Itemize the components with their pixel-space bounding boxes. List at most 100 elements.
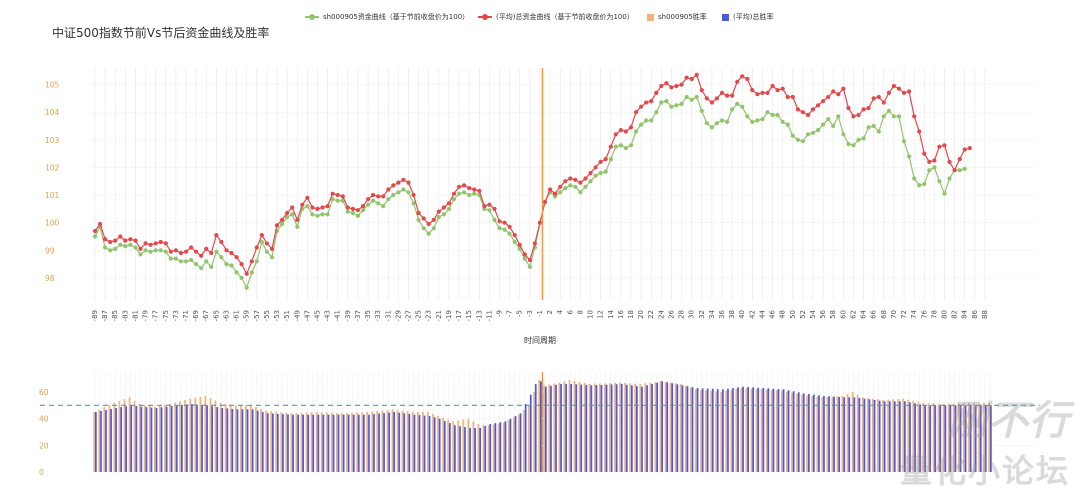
- series-point: [497, 226, 502, 231]
- win-rate-bar-average: [969, 405, 972, 472]
- series-point: [467, 186, 472, 191]
- win-rate-bar-average: [363, 414, 365, 472]
- win-rate-bar-index: [978, 402, 980, 472]
- win-rate-bar-index: [968, 402, 970, 472]
- win-rate-bar-average: [191, 404, 193, 472]
- win-rate-bar-average: [499, 422, 502, 472]
- series-point: [719, 90, 725, 95]
- win-rate-bar-average: [863, 398, 866, 472]
- win-rate-bar-index: [497, 423, 500, 472]
- series-point: [826, 94, 831, 100]
- win-rate-bar-average: [221, 408, 224, 472]
- win-rate-bar-index: [487, 425, 490, 472]
- legend-item-1[interactable]: sh000905资金曲线（基于节前收盘价为100）: [305, 10, 469, 24]
- win-rate-bar-index: [128, 397, 131, 472]
- win-rate-bar-index: [604, 383, 606, 472]
- series-point: [760, 90, 765, 95]
- win-rate-bar-index: [98, 409, 101, 472]
- x-tick-label: 32: [698, 310, 706, 319]
- series-point: [264, 249, 269, 254]
- series-point: [740, 104, 745, 109]
- win-rate-bar-index: [866, 398, 869, 472]
- series-point: [366, 202, 371, 207]
- series-point: [300, 202, 305, 207]
- legend-label: (平均)总资金曲线（基于节前收盘价为100）: [496, 13, 634, 21]
- win-rate-bar-index: [482, 424, 485, 472]
- x-axis-label: 时间周期: [524, 335, 556, 345]
- legend-item-2[interactable]: (平均)总资金曲线（基于节前收盘价为100）: [478, 10, 634, 24]
- win-rate-bar-index: [775, 390, 778, 472]
- win-rate-bar-average: [443, 420, 446, 472]
- win-rate-bar-average: [742, 386, 744, 472]
- win-rate-bar-index: [684, 385, 687, 472]
- win-rate-bar-index: [179, 401, 181, 472]
- series-point: [891, 114, 897, 119]
- win-rate-bar-index: [113, 402, 116, 472]
- series-point: [608, 144, 613, 149]
- win-rate-bar-index: [791, 392, 793, 472]
- x-tick-label: 16: [617, 309, 625, 318]
- series-point: [593, 165, 598, 170]
- win-rate-bar-index: [492, 424, 495, 472]
- x-tick-label: -53: [273, 310, 281, 321]
- series-point: [436, 209, 441, 214]
- series-point: [967, 146, 972, 151]
- series-point: [714, 121, 720, 126]
- win-rate-bar-average: [949, 405, 952, 472]
- series-point: [588, 170, 593, 176]
- win-rate-bar-index: [406, 411, 409, 472]
- x-tick-label: 52: [799, 310, 807, 319]
- win-rate-bar-average: [651, 384, 653, 472]
- win-rate-bar-average: [752, 387, 755, 472]
- x-tick-label: -41: [334, 310, 342, 321]
- win-rate-bar-index: [174, 402, 176, 472]
- series-point: [108, 239, 113, 245]
- win-rate-bar-index: [346, 413, 348, 472]
- win-rate-bar-index: [416, 412, 419, 472]
- win-rate-bar-index: [93, 412, 96, 472]
- win-rate-bar-average: [625, 384, 628, 472]
- legend-item-4[interactable]: (平均)总胜率: [722, 10, 773, 24]
- series-point: [138, 252, 143, 257]
- win-rate-bar-index: [877, 399, 879, 472]
- win-rate-bar-index: [513, 417, 515, 472]
- series-point: [800, 110, 806, 115]
- win-rate-bar-average: [600, 384, 603, 472]
- win-rate-bar-index: [199, 396, 202, 472]
- series-point: [467, 192, 472, 198]
- series-point: [871, 96, 876, 101]
- series-point: [932, 158, 937, 163]
- win-rate-bar-index: [897, 399, 900, 472]
- legend-line-marker-icon: [305, 14, 319, 20]
- win-rate-bar-average: [241, 409, 244, 472]
- series-point: [310, 212, 315, 217]
- win-rate-bar-index: [411, 412, 414, 472]
- x-tick-label: 86: [971, 309, 979, 318]
- win-rate-bar-average: [777, 389, 780, 472]
- win-rate-bar-index: [159, 405, 161, 472]
- series-point: [891, 83, 897, 89]
- win-rate-bar-average: [858, 398, 861, 472]
- win-rate-bar-average: [312, 414, 315, 472]
- win-rate-bar-index: [861, 397, 864, 472]
- win-rate-bar-index: [619, 382, 621, 472]
- win-rate-bar-index: [219, 402, 222, 472]
- win-rate-bar-index: [882, 400, 884, 472]
- win-rate-bar-average: [256, 410, 259, 472]
- win-rate-bar-average: [570, 384, 573, 472]
- legend-item-3[interactable]: sh000905胜率: [647, 10, 707, 24]
- series-point: [598, 170, 603, 176]
- win-rate-bar-average: [272, 413, 274, 472]
- series-point: [315, 206, 320, 211]
- series-point: [563, 179, 568, 184]
- win-rate-bar-average: [120, 407, 123, 472]
- win-rate-bar-index: [250, 405, 252, 472]
- series-point: [563, 186, 568, 191]
- series-point: [173, 248, 178, 253]
- win-rate-bar-index: [700, 389, 702, 472]
- series-point: [103, 245, 108, 250]
- series-point: [143, 248, 148, 253]
- win-rate-bar-index: [902, 398, 905, 472]
- series-point: [770, 83, 775, 89]
- series-point: [335, 192, 340, 198]
